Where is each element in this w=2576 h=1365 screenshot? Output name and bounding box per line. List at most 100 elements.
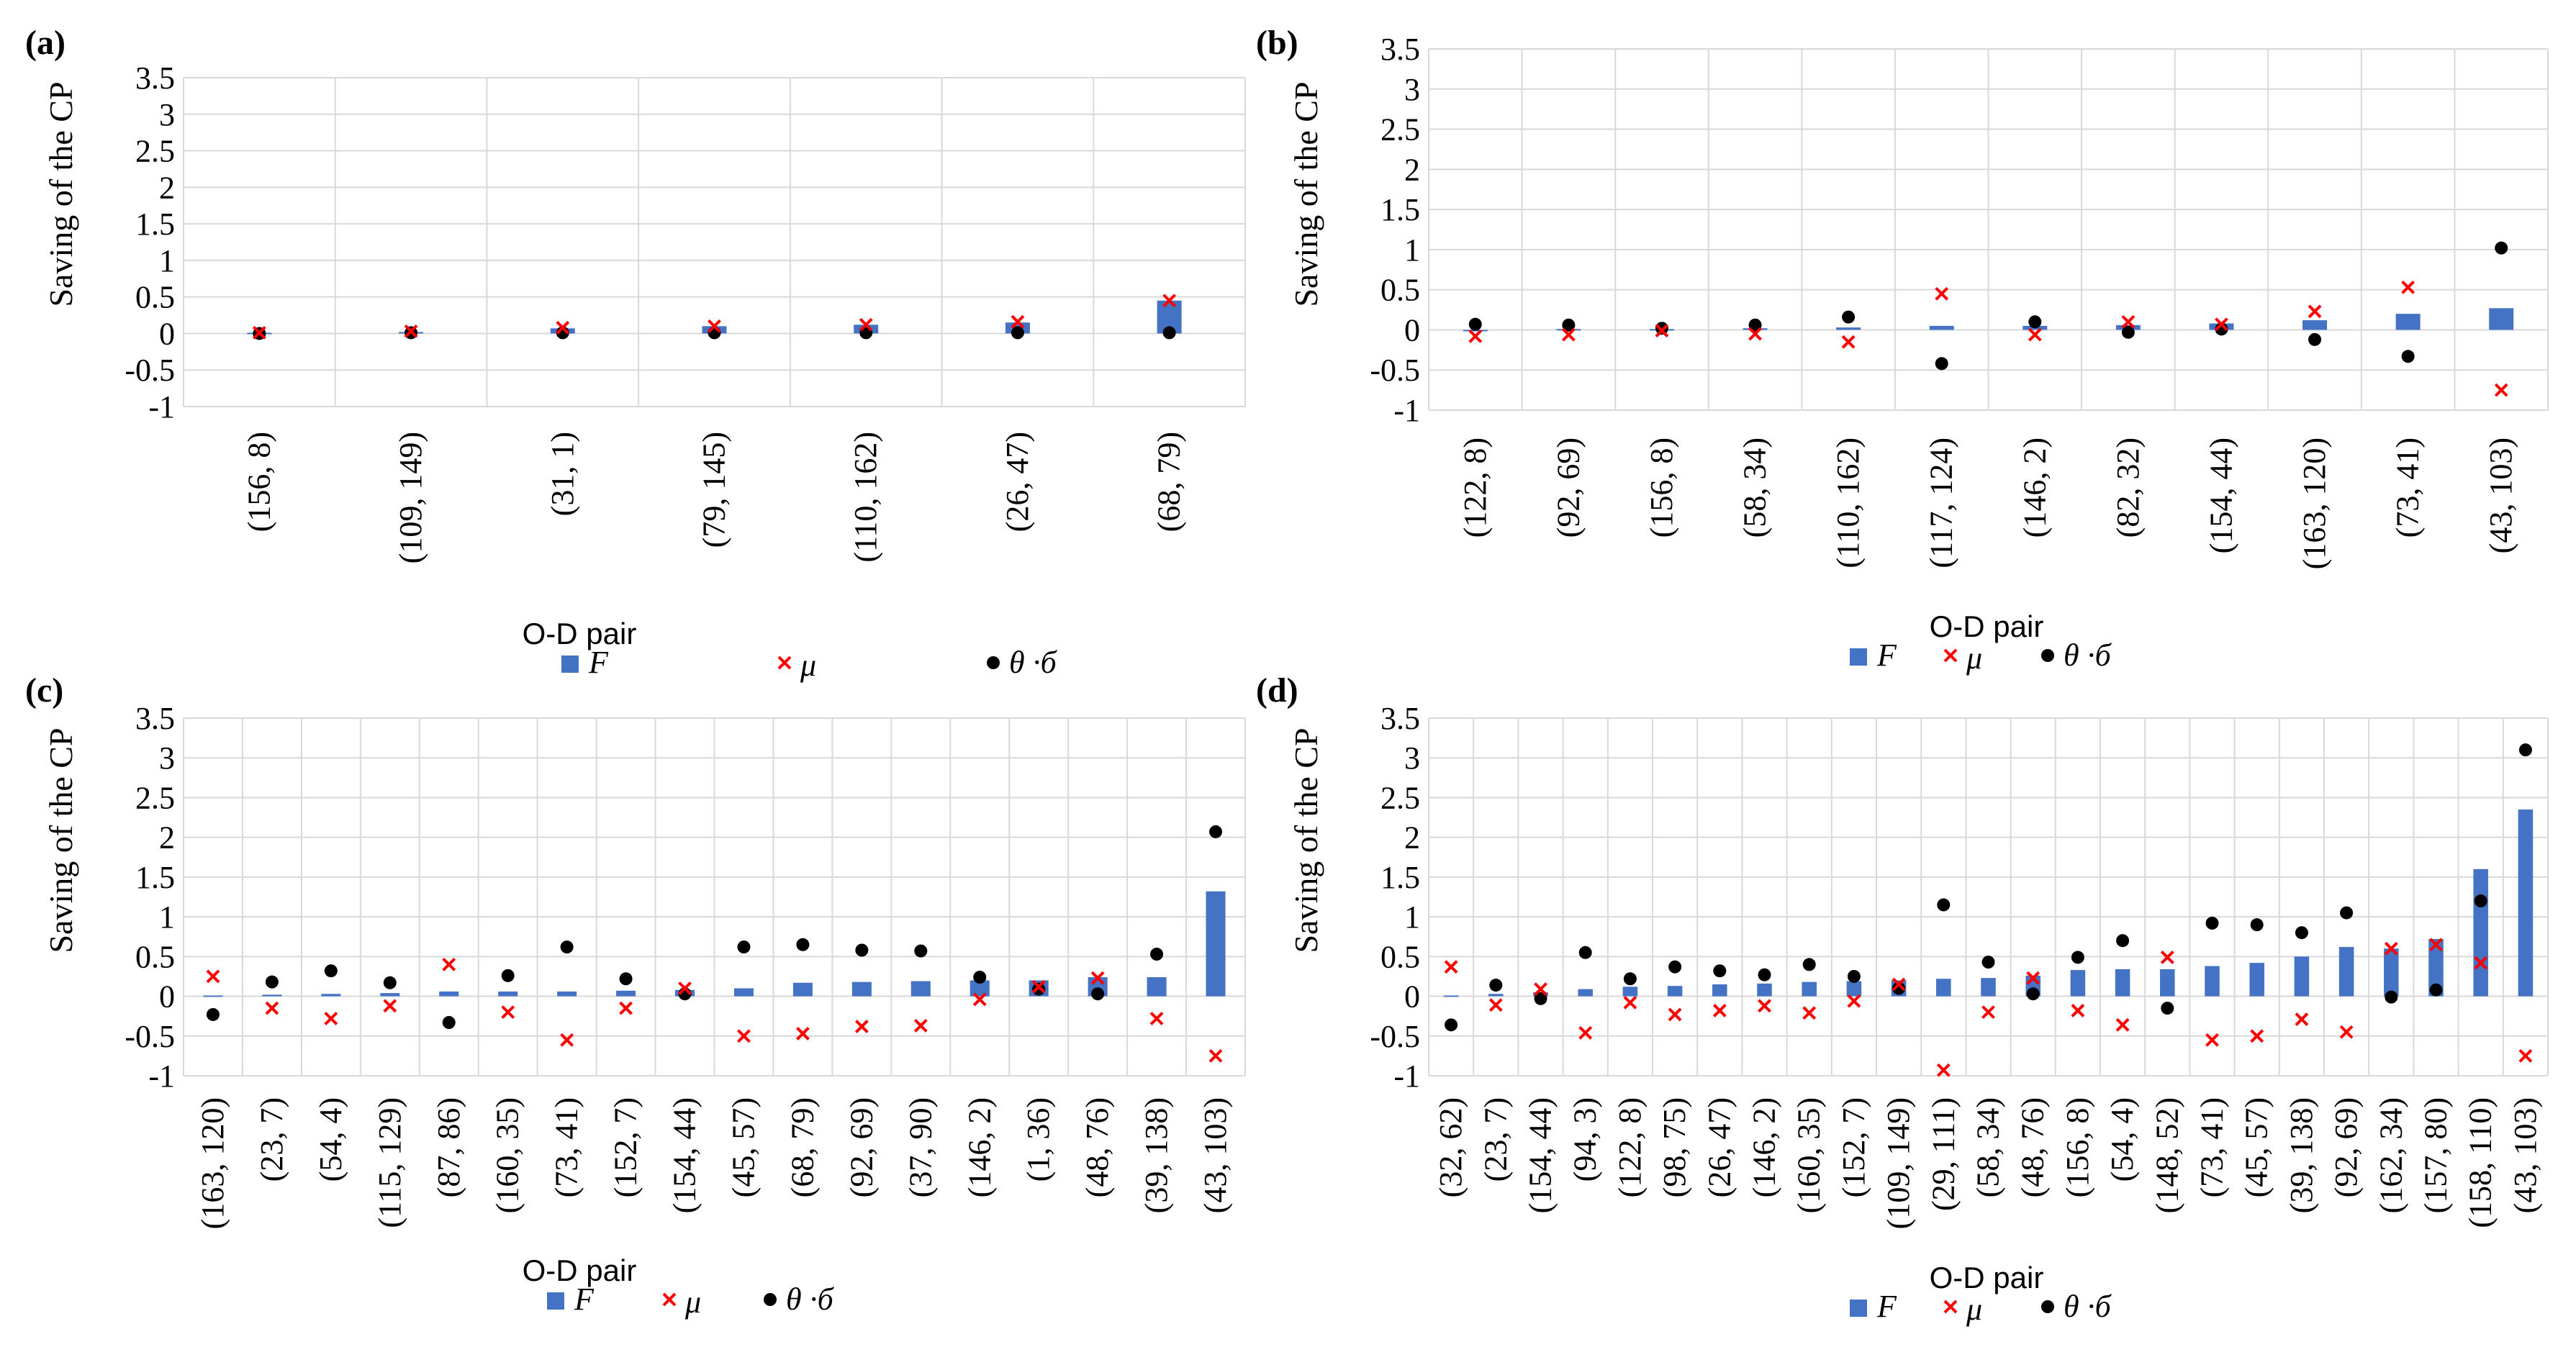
marker-mu-stroke — [252, 326, 266, 340]
legend-swatch-theta — [2041, 649, 2054, 662]
marker-theta — [1748, 318, 1762, 332]
x-tick-label: (98, 75) — [1657, 1097, 1692, 1197]
marker-mu — [737, 1029, 751, 1043]
bar-F — [2489, 308, 2514, 330]
marker-mu-stroke — [1090, 971, 1105, 985]
marker-mu-stroke — [1655, 324, 1669, 337]
marker-theta — [1892, 981, 1906, 995]
marker-mu — [1149, 1012, 1164, 1025]
x-tick-label: (23, 7) — [254, 1097, 289, 1182]
marker-mu-stroke — [708, 319, 721, 333]
y-tick-label: 3 — [159, 97, 175, 132]
y-tick-label: 3 — [1404, 72, 1420, 107]
bar-F — [2338, 947, 2354, 997]
x-axis-label: O-D pair — [1930, 609, 2044, 643]
marker-theta — [2295, 926, 2308, 940]
marker-theta — [1578, 945, 1592, 959]
x-tick-label: (73, 41) — [549, 1097, 584, 1197]
bar-F — [2249, 963, 2264, 997]
marker-theta — [1489, 979, 1503, 992]
marker-mu — [1802, 1006, 1817, 1020]
marker-mu — [442, 957, 456, 971]
marker-mu-stroke — [737, 1029, 751, 1043]
marker-mu — [2518, 1048, 2533, 1063]
bar-F — [1929, 325, 1954, 330]
x-tick-label: (54, 4) — [313, 1097, 348, 1182]
marker-mu — [2121, 314, 2136, 329]
marker-mu-stroke — [2308, 304, 2322, 319]
y-tick-label: 3 — [159, 740, 175, 776]
bar-F — [1757, 983, 1772, 997]
legend-swatch-mu — [777, 656, 792, 670]
marker-mu — [708, 319, 721, 333]
marker-theta — [1802, 958, 1816, 971]
x-axis-label: O-D pair — [523, 617, 637, 650]
y-tick-label: -0.5 — [125, 1019, 175, 1054]
y-tick-label: 2 — [159, 170, 175, 205]
marker-theta — [1534, 992, 1547, 1005]
marker-mu — [1468, 329, 1483, 343]
marker-mu — [252, 326, 266, 340]
x-tick-label: (48, 76) — [1080, 1097, 1115, 1197]
y-tick-label: 0.5 — [1380, 273, 1420, 308]
marker-mu — [2250, 1029, 2264, 1043]
marker-mu-stroke — [2494, 383, 2508, 397]
bar-F — [1206, 891, 1226, 997]
legend-label-theta: θ ·б — [2064, 1289, 2112, 1324]
legend-swatch-theta — [2041, 1300, 2054, 1313]
y-tick-label: 0 — [159, 979, 175, 1015]
legend-swatch-mu — [662, 1292, 677, 1307]
marker-mu-stroke — [972, 992, 987, 1007]
x-tick-label: (122, 8) — [1612, 1097, 1648, 1197]
marker-mu-stroke — [2026, 971, 2041, 985]
bar-F — [1712, 984, 1727, 997]
marker-mu — [1011, 314, 1025, 329]
y-tick-label: 0 — [159, 316, 175, 351]
y-tick-label: 1 — [159, 243, 175, 278]
marker-mu — [2384, 941, 2398, 956]
x-tick-label: (26, 47) — [1701, 1097, 1737, 1197]
x-tick-label: (152, 7) — [1836, 1097, 1871, 1197]
y-tick-label: 1 — [159, 899, 175, 935]
marker-theta — [796, 938, 810, 951]
x-tick-label: (39, 138) — [1139, 1097, 1174, 1213]
y-axis-label: Saving of the CP — [42, 727, 79, 953]
y-tick-label: -1 — [148, 389, 175, 425]
marker-theta — [2474, 894, 2487, 908]
bar-F — [2428, 939, 2444, 997]
marker-theta — [619, 972, 633, 986]
marker-mu-stroke — [1712, 1004, 1727, 1017]
marker-mu — [2339, 1025, 2354, 1039]
bar-F — [498, 991, 518, 997]
marker-mu-stroke — [404, 324, 418, 338]
legend-label-F: F — [588, 645, 609, 680]
legend-label-theta: θ ·б — [1009, 645, 1058, 680]
marker-mu — [1578, 1025, 1593, 1040]
x-axis-label: O-D pair — [523, 1253, 637, 1287]
x-tick-label: (43, 103) — [2483, 437, 2518, 553]
marker-mu-stroke — [2121, 314, 2136, 329]
marker-mu — [972, 992, 987, 1007]
y-tick-label: 2.5 — [135, 780, 175, 815]
marker-theta — [501, 969, 515, 982]
marker-mu-stroke — [2115, 1017, 2130, 1032]
panel-label: (c) — [25, 671, 63, 709]
y-tick-label: 2.5 — [135, 134, 175, 169]
x-tick-label: (156, 8) — [2060, 1097, 2095, 1197]
bar-F — [321, 994, 341, 997]
x-tick-label: (156, 8) — [241, 432, 276, 532]
x-tick-label: (82, 32) — [2110, 437, 2146, 538]
marker-mu-stroke — [1758, 999, 1771, 1013]
marker-mu — [619, 1001, 633, 1015]
bar-F — [1443, 995, 1459, 997]
bar-F — [1488, 994, 1504, 997]
x-tick-label: (58, 34) — [1971, 1097, 2006, 1197]
y-axis-label: Saving of the CP — [1288, 727, 1324, 953]
marker-mu-stroke — [1031, 979, 1046, 994]
marker-mu-stroke — [1162, 294, 1177, 308]
marker-theta — [1091, 987, 1105, 1001]
marker-mu-stroke — [1892, 977, 1906, 992]
bar-F — [557, 991, 577, 997]
bar-F — [203, 995, 223, 997]
